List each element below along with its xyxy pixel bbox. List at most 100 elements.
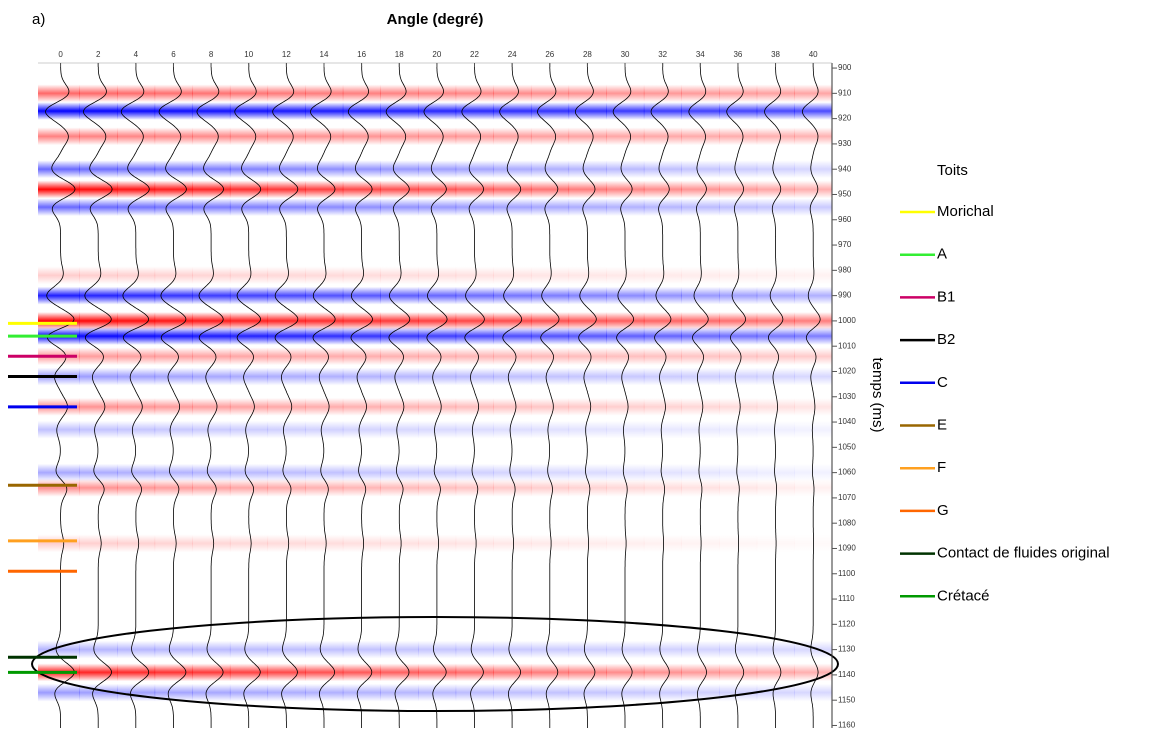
amplitude-band	[380, 367, 419, 386]
x-tick-label: 36	[733, 50, 742, 59]
amplitude-band	[681, 84, 720, 103]
amplitude-band	[568, 102, 607, 120]
amplitude-band	[192, 478, 231, 497]
amplitude-band	[530, 198, 570, 216]
amplitude-band	[756, 463, 795, 482]
amplitude-band	[117, 367, 156, 386]
wiggle-trace	[688, 63, 709, 728]
amplitude-band	[530, 266, 570, 285]
amplitude-band	[719, 367, 758, 386]
amplitude-band	[267, 180, 306, 199]
amplitude-band	[681, 683, 720, 702]
amplitude-band	[154, 266, 193, 285]
amplitude-band	[342, 198, 381, 216]
amplitude-band	[229, 327, 269, 345]
amplitude-band	[342, 683, 381, 702]
x-tick-label: 22	[470, 50, 479, 59]
amplitude-band	[643, 102, 682, 120]
amplitude-band	[681, 286, 720, 305]
y-tick-label: 930	[838, 139, 852, 148]
amplitude-band	[568, 478, 607, 497]
amplitude-band	[681, 327, 720, 345]
y-tick-label: 1060	[838, 468, 856, 477]
wiggle-trace	[802, 63, 821, 728]
amplitude-band	[380, 266, 419, 285]
amplitude-band	[154, 180, 193, 199]
amplitude-band	[455, 420, 494, 439]
wiggle-trace	[726, 63, 747, 728]
amplitude-band	[794, 180, 832, 199]
amplitude-band	[606, 640, 645, 659]
y-tick-label: 1090	[838, 544, 856, 553]
amplitude-band	[154, 347, 193, 366]
amplitude-band	[79, 327, 118, 345]
amplitude-band	[530, 327, 570, 345]
amplitude-band	[681, 367, 720, 386]
amplitude-band	[192, 180, 231, 199]
amplitude-band	[117, 420, 156, 439]
amplitude-band	[418, 640, 457, 659]
amplitude-band	[79, 534, 118, 553]
amplitude-band	[719, 420, 758, 439]
amplitude-band	[192, 84, 231, 103]
amplitude-band	[493, 420, 532, 439]
amplitude-band	[267, 347, 306, 366]
amplitude-band	[643, 327, 682, 345]
amplitude-band	[756, 640, 795, 659]
amplitude-band	[79, 420, 118, 439]
amplitude-band	[643, 286, 682, 305]
amplitude-band	[229, 640, 269, 659]
amplitude-band	[117, 327, 156, 345]
amplitude-band	[418, 663, 457, 682]
y-tick-label: 1030	[838, 392, 856, 401]
amplitude-band	[493, 327, 532, 345]
amplitude-band	[342, 367, 381, 386]
amplitude-band	[267, 266, 306, 285]
amplitude-band	[380, 347, 419, 366]
amplitude-band	[643, 160, 682, 179]
amplitude-band	[192, 102, 231, 120]
x-tick-label: 38	[771, 50, 780, 59]
amplitude-band	[192, 367, 231, 386]
amplitude-band	[305, 266, 344, 285]
amplitude-band	[606, 312, 645, 330]
legend-label: Crétacé	[937, 587, 990, 604]
amplitude-band	[606, 160, 645, 179]
amplitude-band	[117, 266, 156, 285]
highlight-ellipse	[31, 616, 839, 712]
amplitude-band	[267, 420, 306, 439]
amplitude-band	[117, 127, 156, 146]
amplitude-band	[418, 534, 457, 553]
amplitude-band	[681, 534, 720, 553]
amplitude-band	[643, 663, 682, 682]
amplitude-band	[229, 266, 269, 285]
amplitude-band	[756, 266, 795, 285]
y-tick-label: 1110	[838, 594, 855, 603]
amplitude-band	[756, 478, 795, 497]
amplitude-band	[79, 312, 118, 330]
amplitude-band	[681, 478, 720, 497]
amplitude-band	[794, 463, 832, 482]
amplitude-band	[794, 367, 832, 386]
amplitude-band	[681, 420, 720, 439]
amplitude-band	[606, 102, 645, 120]
amplitude-band	[530, 398, 570, 416]
legend-label: F	[937, 459, 946, 476]
amplitude-band	[342, 312, 381, 330]
amplitude-band	[38, 478, 80, 497]
amplitude-band	[606, 286, 645, 305]
amplitude-band	[568, 367, 607, 386]
x-tick-label: 4	[134, 50, 139, 59]
legend-label: G	[937, 502, 949, 519]
amplitude-band	[380, 286, 419, 305]
amplitude-band	[79, 127, 118, 146]
amplitude-band	[380, 180, 419, 199]
amplitude-band	[719, 180, 758, 199]
amplitude-band	[606, 266, 645, 285]
amplitude-band	[192, 312, 231, 330]
amplitude-band	[154, 683, 193, 702]
amplitude-band	[568, 683, 607, 702]
amplitude-band	[530, 102, 570, 120]
amplitude-band	[418, 266, 457, 285]
